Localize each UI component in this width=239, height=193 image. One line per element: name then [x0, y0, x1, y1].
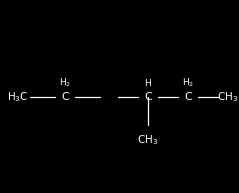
Text: H$_2$: H$_2$ [182, 77, 194, 89]
Text: CH$_3$: CH$_3$ [217, 90, 239, 104]
Text: H: H [145, 79, 151, 87]
Text: C: C [61, 92, 69, 102]
Text: H$_2$: H$_2$ [59, 77, 71, 89]
Text: CH$_3$: CH$_3$ [137, 133, 159, 147]
Text: C: C [184, 92, 192, 102]
Text: C: C [144, 92, 152, 102]
Text: H$_3$C: H$_3$C [7, 90, 29, 104]
